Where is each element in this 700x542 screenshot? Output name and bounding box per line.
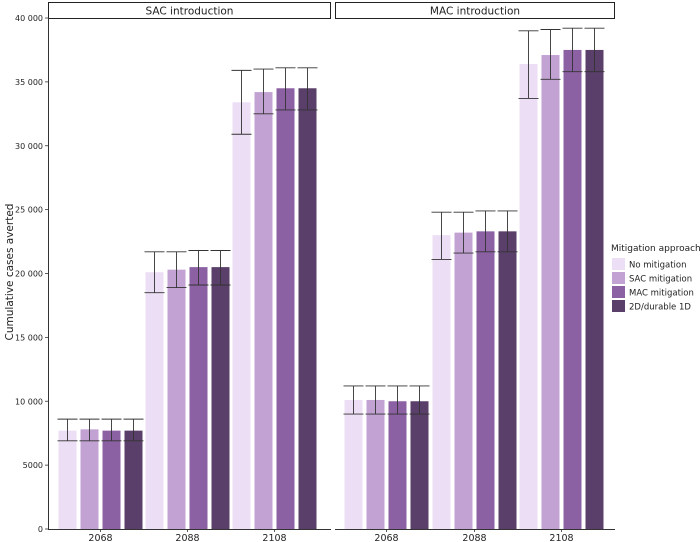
legend-title: Mitigation approach xyxy=(611,244,700,254)
error-bar xyxy=(409,385,430,415)
bar xyxy=(498,231,517,529)
panel-1: SAC introduction 2068 2088 2108 xyxy=(48,2,331,542)
bar xyxy=(432,235,451,530)
legend-entry: No mitigation xyxy=(629,261,686,271)
bar xyxy=(563,49,582,529)
panel-2: MAC introduction 2068 2088 2108 xyxy=(335,2,615,542)
error-bar xyxy=(57,418,78,442)
bar xyxy=(276,88,295,529)
y-axis-label: Cumulative cases averted xyxy=(4,204,16,341)
error-bar xyxy=(231,69,252,135)
error-bar xyxy=(210,250,231,286)
error-bar xyxy=(343,385,364,415)
error-bar xyxy=(79,418,100,442)
y-tick-label: 5000 xyxy=(23,461,43,470)
bar xyxy=(211,267,230,529)
y-tick-label: 30 000 xyxy=(15,142,43,151)
legend-swatch xyxy=(612,272,625,284)
x-tick-label: 2108 xyxy=(262,533,286,542)
error-bar xyxy=(540,29,561,80)
panel-strip xyxy=(335,2,615,19)
error-bar xyxy=(431,211,452,260)
error-bar xyxy=(518,30,539,99)
bar xyxy=(232,102,251,529)
legend-swatch xyxy=(612,300,625,312)
y-tick-label: 20 000 xyxy=(15,270,43,279)
bar xyxy=(366,399,385,529)
y-tick-label: 35 000 xyxy=(15,78,43,87)
panel-strip xyxy=(48,2,331,19)
error-bar xyxy=(297,67,318,111)
bar xyxy=(167,269,186,529)
bar xyxy=(189,267,208,529)
legend-entry: SAC mitigation xyxy=(629,275,692,285)
error-bar xyxy=(275,67,296,111)
x-tick-label: 2068 xyxy=(88,533,112,542)
bar xyxy=(410,401,429,529)
y-tick-label: 15 000 xyxy=(15,333,43,342)
bar xyxy=(254,92,273,529)
bar xyxy=(454,232,473,529)
error-bar xyxy=(584,27,605,73)
legend-entry: 2D/durable 1D xyxy=(629,303,691,313)
bar xyxy=(388,401,407,529)
x-tick-label: 2088 xyxy=(175,533,199,542)
bar xyxy=(476,231,495,529)
panel-title: MAC introduction xyxy=(430,6,520,18)
error-bar xyxy=(562,27,583,73)
error-bar xyxy=(123,418,144,442)
bar xyxy=(124,430,143,529)
bar xyxy=(344,399,363,529)
error-bar xyxy=(144,251,165,294)
bar xyxy=(541,55,560,530)
legend-swatch xyxy=(612,258,625,270)
y-axis: 0 5000 10 000 15 000 20 000 25 000 30 000 35 00… xyxy=(15,14,49,534)
bar xyxy=(585,49,604,529)
legend-swatch xyxy=(612,286,625,298)
error-bar xyxy=(453,211,474,254)
bar xyxy=(298,88,317,529)
x-tick-label: 2068 xyxy=(374,533,398,542)
error-bar xyxy=(166,251,187,289)
y-tick-label: 10 000 xyxy=(15,397,43,406)
x-tick-label: 2088 xyxy=(462,533,486,542)
panel-title: SAC introduction xyxy=(146,6,234,18)
error-bar xyxy=(387,385,408,415)
bar xyxy=(145,272,164,529)
bar xyxy=(80,429,99,529)
y-tick-label: 25 000 xyxy=(15,206,43,215)
error-bar xyxy=(497,210,518,253)
error-bar xyxy=(475,210,496,253)
legend: Mitigation approach No mitigation SAC mit… xyxy=(611,244,700,313)
error-bar xyxy=(365,385,386,415)
bar xyxy=(519,63,538,530)
legend-entry: MAC mitigation xyxy=(629,289,694,299)
y-tick-label: 40 000 xyxy=(15,14,43,23)
bar xyxy=(58,430,77,529)
error-bar xyxy=(101,418,122,442)
error-bar xyxy=(253,68,274,115)
x-tick-label: 2108 xyxy=(549,533,573,542)
bar xyxy=(102,430,121,529)
y-tick-label: 0 xyxy=(38,525,43,534)
error-bar xyxy=(188,250,209,286)
